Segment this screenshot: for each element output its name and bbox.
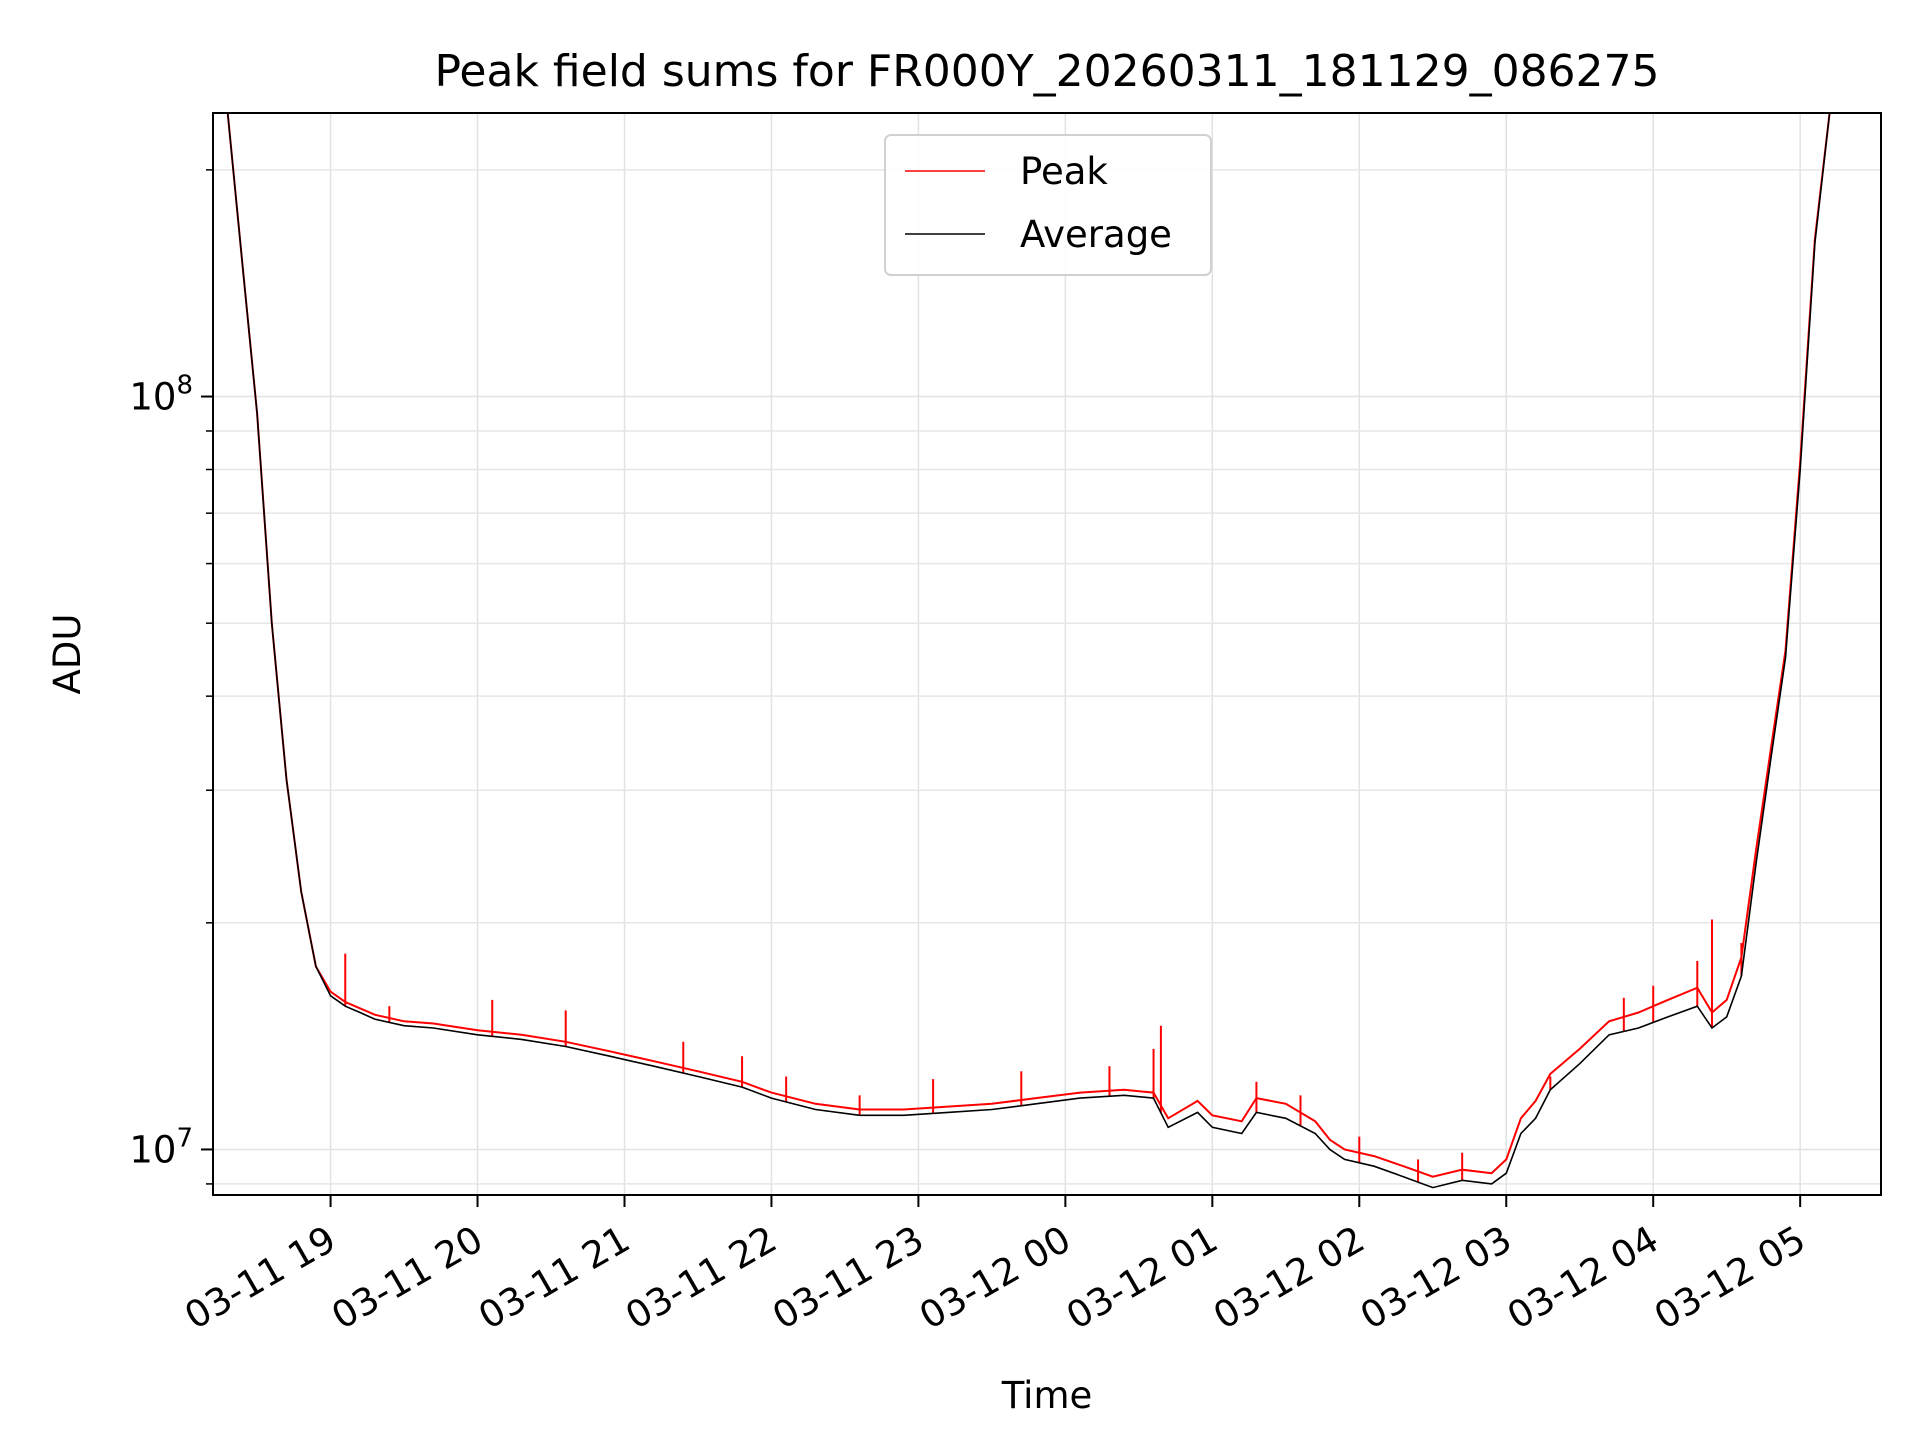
series-clip-group bbox=[213, 113, 1874, 1189]
legend-box bbox=[884, 134, 1212, 276]
plot-area-background bbox=[213, 113, 1881, 1195]
series-line-average bbox=[213, 113, 1874, 1189]
series-group bbox=[213, 113, 1874, 1189]
y-tick-label: 107 bbox=[129, 1123, 193, 1171]
y-tick-label: 108 bbox=[129, 371, 193, 419]
chart-title: Peak field sums for FR000Y_20260311_1811… bbox=[434, 46, 1659, 97]
grid bbox=[213, 113, 1881, 1195]
legend-label-average: Average bbox=[1020, 213, 1172, 256]
y-axis-label: ADU bbox=[46, 614, 89, 695]
series-line-peak bbox=[213, 113, 1874, 1178]
x-axis-label: Time bbox=[1001, 1374, 1093, 1417]
plot-frame bbox=[212, 112, 1882, 1196]
legend-label-peak: Peak bbox=[1020, 150, 1108, 193]
legend: Peak Average bbox=[884, 134, 1212, 276]
